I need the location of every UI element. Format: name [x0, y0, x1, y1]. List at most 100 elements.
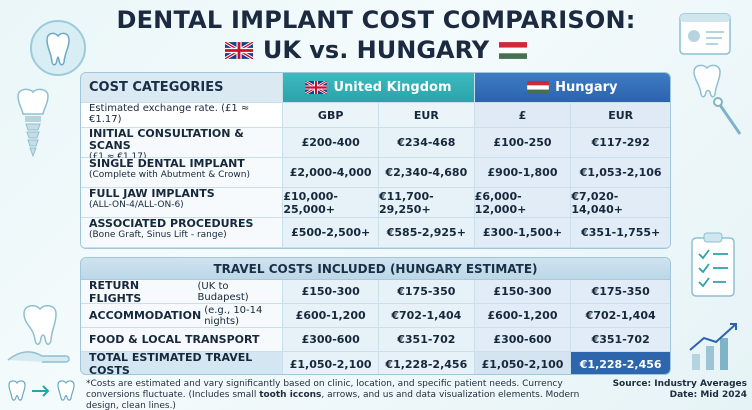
uk-eur-value: €2,340-4,680 — [379, 158, 475, 188]
uk-flag-icon — [305, 81, 328, 94]
table-row: INITIAL CONSULTATION & SCANS (£1 ≈ €1.17… — [81, 127, 670, 162]
row-subtitle: (ALL-ON-4/ALL-ON-6) — [89, 200, 184, 210]
hungary-eur-total: €1,228-2,456 — [571, 352, 670, 374]
uk-gbp-value: £500-2,500+ — [283, 218, 379, 248]
uk-eur-column-header: EUR — [379, 103, 475, 128]
implant-icon — [17, 88, 49, 158]
uk-header: United Kingdom — [283, 73, 475, 103]
hungary-eur-value: €7,020-14,040+ — [571, 188, 670, 218]
hungary-gbp-value: £100-250 — [474, 128, 572, 158]
clipboard-icon — [691, 232, 735, 297]
row-title: SINGLE DENTAL IMPLANT — [89, 157, 245, 170]
source-label: Source: Industry Averages — [612, 379, 747, 389]
uk-gbp-value: £2,000-4,000 — [283, 158, 379, 188]
table-row: FOOD & LOCAL TRANSPORT £300-600 €351-702… — [81, 328, 670, 352]
hungary-flag-icon — [527, 81, 549, 94]
uk-gbp-value: £600-1,200 — [283, 304, 379, 328]
footnote-text-2: , arrows, and us and data visualization … — [86, 390, 580, 410]
hungary-eur-value: €175-350 — [571, 280, 670, 304]
uk-eur-value: €11,700-29,250+ — [379, 188, 475, 218]
hungary-gbp-value: £150-300 — [474, 280, 572, 304]
hungary-eur-value: €1,053-2,106 — [571, 158, 670, 188]
hungary-eur-value: €351-702 — [571, 328, 670, 352]
footnote-text-1: *Costs are estimated and vary significan… — [86, 379, 563, 400]
row-title: RETURN FLIGHTS — [89, 278, 142, 305]
table-row: FULL JAW IMPLANTS (ALL-ON-4/ALL-ON-6) £1… — [81, 188, 670, 218]
uk-gbp-column-header: GBP — [283, 103, 379, 128]
row-label: INITIAL CONSULTATION & SCANS (£1 ≈ €1.17… — [81, 127, 284, 162]
tooth-hand-icon — [7, 304, 70, 363]
row-subtitle: (Complete with Abutment & Crown) — [89, 170, 250, 180]
uk-eur-value: €585-2,925+ — [379, 218, 475, 248]
source-info: Source: Industry Averages Date: Mid 2024 — [612, 379, 747, 401]
row-title: INITIAL CONSULTATION & SCANS — [89, 127, 244, 152]
row-title: TOTAL ESTIMATED TRAVEL COSTS — [89, 351, 253, 375]
row-subtitle: (Bone Graft, Sinus Lift - range) — [89, 230, 227, 240]
date-label: Date: Mid 2024 — [669, 390, 747, 400]
hungary-gbp-value: £300-600 — [474, 328, 572, 352]
uk-eur-value: €702-1,404 — [379, 304, 475, 328]
hungary-header-label: Hungary — [555, 80, 618, 95]
hungary-gbp-total: £1,050-2,100 — [474, 352, 572, 374]
table-row: ACCOMMODATION (e.g., 10-14 nights) £600-… — [81, 304, 670, 328]
footnote: *Costs are estimated and vary significan… — [86, 379, 606, 410]
table-header-row: COST CATEGORIES United Kingdom Hungary — [81, 73, 670, 103]
uk-gbp-value: £10,000-25,000+ — [283, 188, 379, 218]
hungary-gbp-value: £900-1,800 — [474, 158, 572, 188]
hungary-gbp-value: £6,000-12,000+ — [474, 188, 572, 218]
uk-gbp-value: £200-400 — [283, 128, 379, 158]
uk-gbp-value: £150-300 — [283, 280, 379, 304]
table-row: SINGLE DENTAL IMPLANT (Complete with Abu… — [81, 158, 670, 188]
row-label: FOOD & LOCAL TRANSPORT — [81, 328, 284, 352]
uk-eur-value: €234-468 — [379, 128, 475, 158]
row-label: ASSOCIATED PROCEDURES (Bone Graft, Sinus… — [81, 217, 284, 248]
hungary-gbp-column-header: £ — [474, 103, 572, 128]
row-label: SINGLE DENTAL IMPLANT (Complete with Abu… — [81, 157, 284, 188]
currency-subheader-row: Estimated exchange rate. (£1 ≈ €1.17) GB… — [81, 103, 670, 128]
hungary-eur-value: €702-1,404 — [571, 304, 670, 328]
row-note: (e.g., 10-14 nights) — [204, 304, 263, 327]
uk-eur-value: €351-702 — [379, 328, 475, 352]
hungary-eur-value: €351-1,755+ — [571, 218, 670, 248]
uk-eur-value: €175-350 — [379, 280, 475, 304]
row-title: ASSOCIATED PROCEDURES — [89, 217, 254, 230]
table-row: ASSOCIATED PROCEDURES (Bone Graft, Sinus… — [81, 218, 670, 248]
tooth-circle-icon — [30, 20, 86, 76]
page-title: DENTAL IMPLANT COST COMPARISON: UK vs. H… — [0, 6, 752, 64]
travel-costs-table: TRAVEL COSTS INCLUDED (HUNGARY ESTIMATE)… — [80, 257, 671, 375]
row-label: TOTAL ESTIMATED TRAVEL COSTS — [81, 351, 284, 375]
total-travel-costs-row: TOTAL ESTIMATED TRAVEL COSTS £1,050-2,10… — [81, 351, 670, 375]
row-subtitle: (£1 ≈ €1.17) — [89, 152, 147, 162]
uk-gbp-value: £300-600 — [283, 328, 379, 352]
tooth-arrow-icon — [8, 380, 75, 401]
cost-categories-header: COST CATEGORIES — [81, 73, 284, 103]
patient-card-icon — [679, 13, 731, 55]
uk-gbp-total: £1,050-2,100 — [283, 352, 379, 374]
uk-flag-icon — [224, 41, 253, 59]
title-line-1: DENTAL IMPLANT COST COMPARISON: — [116, 6, 636, 34]
row-label: FULL JAW IMPLANTS (ALL-ON-4/ALL-ON-6) — [81, 187, 284, 218]
footnote-bold-text: tooth iccons — [259, 390, 322, 400]
row-label: RETURN FLIGHTS (UK to Budapest) — [81, 278, 284, 305]
uk-header-label: United Kingdom — [333, 80, 452, 95]
growth-chart-icon — [689, 323, 737, 370]
hungary-eur-column-header: EUR — [571, 103, 670, 128]
title-line-2: UK vs. HUNGARY — [0, 36, 752, 64]
row-title: ACCOMMODATION — [89, 309, 202, 322]
uk-eur-total: €1,228-2,456 — [379, 352, 475, 374]
dentist-tool-icon — [693, 64, 742, 135]
exchange-rate-label: Estimated exchange rate. (£1 ≈ €1.17) — [81, 103, 284, 128]
row-title: FULL JAW IMPLANTS — [89, 187, 215, 200]
table-row: RETURN FLIGHTS (UK to Budapest) £150-300… — [81, 278, 670, 305]
title-comparison-text: UK vs. HUNGARY — [262, 36, 490, 64]
cost-comparison-table: COST CATEGORIES United Kingdom Hungary E… — [80, 72, 671, 249]
hungary-header: Hungary — [474, 73, 670, 103]
hungary-gbp-value: £600-1,200 — [474, 304, 572, 328]
hungary-flag-icon — [499, 41, 528, 59]
row-note: (UK to Budapest) — [197, 280, 249, 303]
row-title: FOOD & LOCAL TRANSPORT — [89, 333, 260, 346]
hungary-gbp-value: £300-1,500+ — [474, 218, 572, 248]
hungary-eur-value: €117-292 — [571, 128, 670, 158]
row-label: ACCOMMODATION (e.g., 10-14 nights) — [81, 304, 284, 328]
travel-costs-header: TRAVEL COSTS INCLUDED (HUNGARY ESTIMATE) — [81, 258, 670, 280]
